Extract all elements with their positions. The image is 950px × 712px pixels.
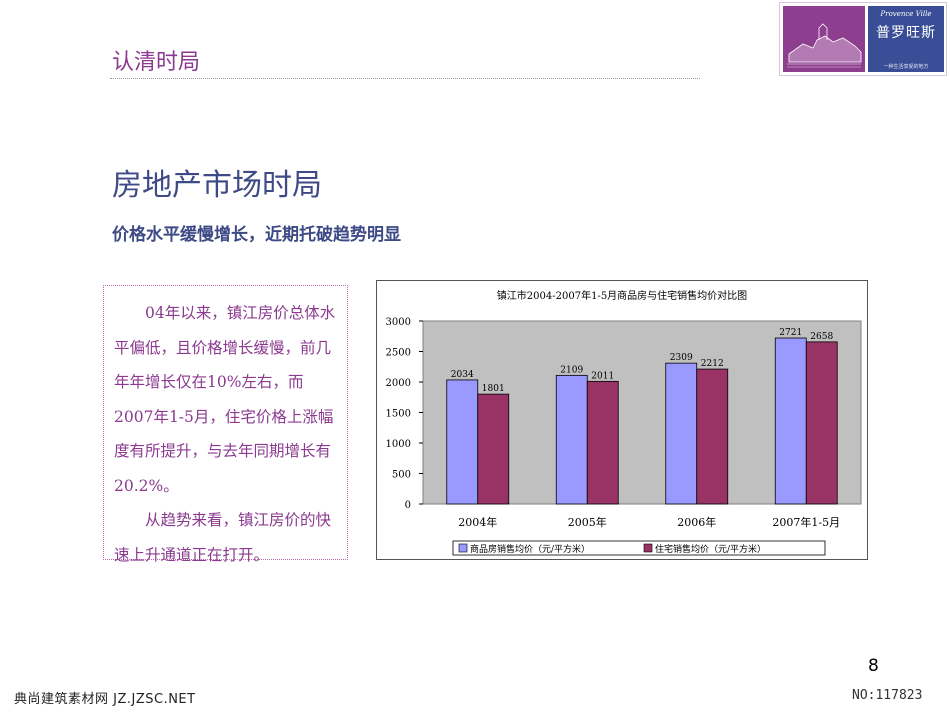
logo-brand-name: 普罗旺斯 [876, 25, 936, 41]
x-tick-label: 2005年 [568, 515, 607, 529]
chart-title: 镇江市2004-2007年1-5月商品房与住宅销售均价对比图 [497, 289, 747, 302]
y-tick-label: 3000 [386, 317, 411, 328]
y-tick-label: 1500 [386, 409, 411, 420]
data-label: 2034 [451, 370, 474, 380]
legend-swatch [458, 543, 468, 553]
description-paragraph-1: 04年以来，镇江房价总体水平偏低，且价格增长缓慢，前几年年增长仅在10%左右，而… [114, 304, 336, 495]
bar [696, 368, 729, 505]
data-label: 2212 [701, 359, 724, 369]
bar [586, 380, 619, 505]
page-number: 8 [868, 656, 879, 676]
logo-tagline: 一种生活享受的地方 [883, 64, 929, 70]
section-title: 认清时局 [112, 50, 201, 75]
y-tick-label: 1000 [386, 439, 411, 450]
bar [665, 362, 698, 505]
header-divider [110, 78, 700, 79]
description-paragraph-2: 从趋势来看，镇江房价的快速上升通道正在打开。 [114, 511, 332, 564]
legend [452, 540, 826, 556]
page-subtitle: 价格水平缓慢增长，近期托破趋势明显 [112, 225, 401, 245]
y-tick-label: 500 [392, 470, 411, 481]
logo-wordmark: Provence Ville 普罗旺斯 一种生活享受的地方 [868, 6, 944, 72]
logo-illustration [783, 6, 865, 72]
y-tick-label: 2000 [386, 378, 411, 389]
bar [477, 393, 510, 505]
x-tick-label: 2006年 [677, 515, 716, 529]
page-title: 房地产市场时局 [112, 168, 322, 203]
price-comparison-chart: 镇江市2004-2007年1-5月商品房与住宅销售均价对比图 0 500 1000 15… [376, 280, 868, 560]
watermark-left: 典尚建筑素材网 JZ.JZSC.NET [14, 692, 196, 707]
watermark-right: NO:117823 [852, 688, 923, 703]
legend-swatch [643, 543, 653, 553]
legend-label: 商品房销售均价（元/平方米） [470, 543, 590, 555]
logo-brand-en: Provence Ville [880, 10, 932, 18]
data-label: 2309 [670, 353, 693, 363]
brand-logo: Provence Ville 普罗旺斯 一种生活享受的地方 [779, 2, 947, 76]
bar [805, 341, 838, 505]
bar [774, 337, 807, 505]
data-label: 2721 [779, 328, 802, 338]
data-label: 2011 [591, 371, 614, 381]
chart-canvas: 镇江市2004-2007年1-5月商品房与住宅销售均价对比图 0 500 1000 15… [386, 289, 862, 556]
data-label: 2109 [560, 365, 583, 375]
legend-label: 住宅销售均价（元/平方米） [655, 543, 766, 555]
bar [555, 374, 588, 505]
bar [446, 379, 479, 505]
description-textbox: 04年以来，镇江房价总体水平偏低，且价格增长缓慢，前几年年增长仅在10%左右，而… [103, 285, 348, 564]
x-tick-label: 2004年 [458, 515, 497, 529]
y-tick-label: 0 [405, 500, 411, 511]
data-label: 2658 [810, 332, 833, 342]
data-label: 1801 [482, 384, 505, 394]
x-tick-label: 2007年1-5月 [772, 515, 840, 529]
y-tick-label: 2500 [386, 348, 411, 359]
